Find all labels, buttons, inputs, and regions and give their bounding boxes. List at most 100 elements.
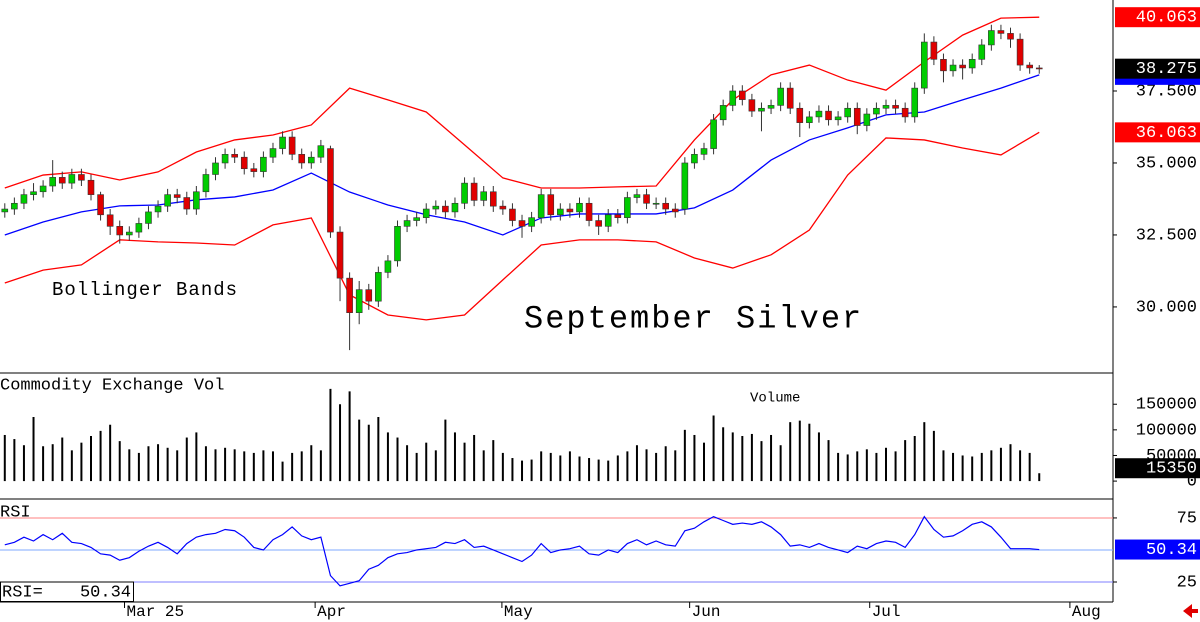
value-box-label: 15350 (1146, 460, 1197, 479)
rsi-line (4, 515, 1040, 587)
candle-body (988, 30, 995, 46)
candle-body (815, 110, 823, 118)
value-box-label: 50.34 (1146, 541, 1197, 560)
candle-body (921, 41, 928, 89)
candle-body (633, 194, 641, 198)
candle-body (537, 194, 545, 218)
candle-body (691, 154, 698, 164)
candle-body (116, 226, 124, 236)
candle-body (183, 197, 191, 210)
candle-body (422, 208, 430, 218)
candle-body (576, 202, 583, 213)
candle-body (681, 162, 689, 210)
candle-body (317, 145, 325, 158)
x-tick-label: Jun (692, 603, 721, 621)
y-tick-label: 25 (1177, 573, 1197, 592)
candle-body (547, 194, 555, 216)
annotation: Bollinger Bands (52, 279, 238, 301)
value-box-label: 38.275 (1136, 60, 1197, 79)
candle-body (892, 105, 899, 109)
candle-body (729, 90, 737, 106)
candle-body (269, 148, 277, 158)
candle-body (710, 119, 717, 149)
candle-body (49, 177, 56, 187)
y-tick-label: 30.000 (1136, 298, 1197, 317)
candle-body (250, 168, 258, 172)
candle-body (336, 231, 344, 279)
candle-body (662, 202, 669, 210)
candle-body (30, 191, 37, 195)
candle-body (260, 156, 267, 172)
candle-body (480, 191, 488, 201)
candle-body (566, 208, 574, 213)
candle-body (1026, 64, 1033, 69)
x-tick-label: Jul (872, 603, 901, 621)
candle-body (193, 191, 200, 210)
value-box-label: 40.063 (1136, 9, 1197, 28)
candle-body (78, 174, 85, 181)
candle-body (432, 205, 440, 210)
candle-body (499, 205, 507, 210)
candle-body (796, 107, 804, 123)
candle-body (777, 87, 784, 106)
value-box (1115, 58, 1200, 79)
candle-body (39, 185, 47, 193)
candle-body (557, 208, 564, 216)
candle-body (940, 59, 947, 72)
candle-body (375, 272, 382, 302)
x-tick-label: Apr (317, 603, 346, 621)
candle-body (767, 105, 775, 109)
candle-body (240, 156, 248, 170)
candle-body (11, 202, 18, 210)
candle-body (135, 223, 143, 233)
candle-body (528, 217, 535, 227)
candle-body (643, 194, 650, 204)
y-tick-label: 75 (1177, 509, 1197, 528)
candle-body (949, 64, 957, 72)
candle-body (403, 220, 411, 227)
candle-body (739, 90, 746, 100)
candle-body (1007, 33, 1014, 40)
candle-body (844, 107, 851, 118)
candle-body (202, 174, 210, 193)
candle-body (758, 107, 765, 112)
candle-body (394, 226, 401, 262)
candle-body (825, 110, 832, 121)
candle-body (1016, 38, 1024, 66)
candle-body (413, 217, 420, 221)
value-box (1115, 7, 1200, 28)
readout-label: RSI= (2, 583, 43, 602)
candle-body (87, 179, 95, 195)
value-box (1115, 122, 1200, 143)
candle-body (442, 205, 449, 213)
candle-body (806, 116, 813, 123)
candle-body (164, 194, 171, 207)
candle-body (834, 116, 842, 121)
candle-body (346, 277, 353, 313)
candle-body (68, 174, 76, 184)
panel-title: Commodity Exchange Vol (0, 376, 224, 395)
scroll-arrow[interactable] (1183, 604, 1198, 618)
candle-body (671, 208, 679, 213)
candle-body (145, 211, 152, 224)
candle-body (719, 105, 727, 121)
candle-body (509, 208, 516, 221)
candle-body (652, 202, 660, 205)
panel-title: RSI (0, 503, 31, 522)
candle-body (959, 64, 966, 69)
candle-body (604, 214, 612, 227)
candle-body (901, 107, 909, 118)
candle-body (327, 148, 334, 233)
y-tick-label: 35.000 (1136, 154, 1197, 173)
candle-body (853, 107, 861, 126)
candle-body (470, 182, 478, 201)
candle-body (585, 202, 593, 221)
candle-body (221, 154, 229, 164)
candle-body (700, 148, 708, 155)
value-box (1115, 539, 1200, 560)
candle-body (863, 113, 871, 126)
candle-body (968, 59, 976, 69)
candle-body (748, 99, 756, 112)
value-box (1115, 458, 1200, 479)
y-tick-label: 37.500 (1136, 82, 1197, 101)
